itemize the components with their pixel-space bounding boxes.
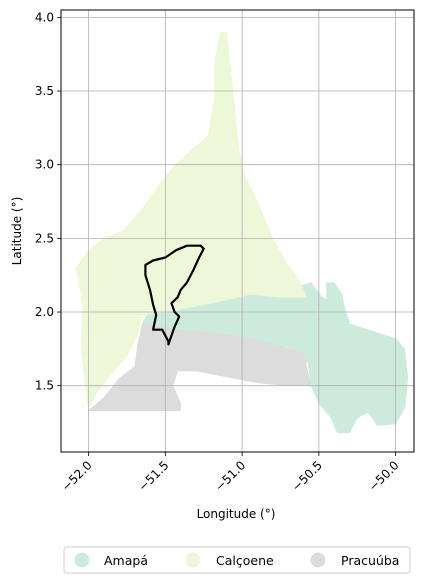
legend-marker-calcoene <box>185 552 201 568</box>
grid-layer <box>61 10 414 452</box>
x-axis-title: Longitude (°) <box>197 507 276 521</box>
legend-label-calcoene: Calçoene <box>216 553 274 568</box>
y-tick-label: 2.5 <box>35 231 54 245</box>
y-tick-label: 1.5 <box>35 379 54 393</box>
y-axis-title: Latitude (°) <box>10 197 24 266</box>
y-tick-label: 4.0 <box>35 10 54 24</box>
legend-label-pracuuba: Pracuúba <box>341 553 399 568</box>
legend-marker-amapa <box>74 552 90 568</box>
y-axis-ticks: 1.5 2.0 2.5 3.0 3.5 4.0 <box>35 10 61 393</box>
regions-layer <box>75 31 409 434</box>
region-amapa-part-2 <box>326 282 350 328</box>
legend: Amapá Calçoene Pracuúba <box>63 546 411 574</box>
legend-box <box>63 546 411 574</box>
legend-label-amapa: Amapá <box>104 553 148 568</box>
y-tick-label: 3.5 <box>35 84 54 98</box>
plot-frame <box>60 9 415 453</box>
outline-layer <box>144 244 205 346</box>
legend-marker-pracuuba <box>310 552 326 568</box>
highlight-outline <box>144 244 205 346</box>
y-tick-label: 3.0 <box>35 158 54 172</box>
region-calcoene <box>75 31 308 412</box>
y-tick-label: 2.0 <box>35 305 54 319</box>
region-pracuuba <box>87 323 312 412</box>
